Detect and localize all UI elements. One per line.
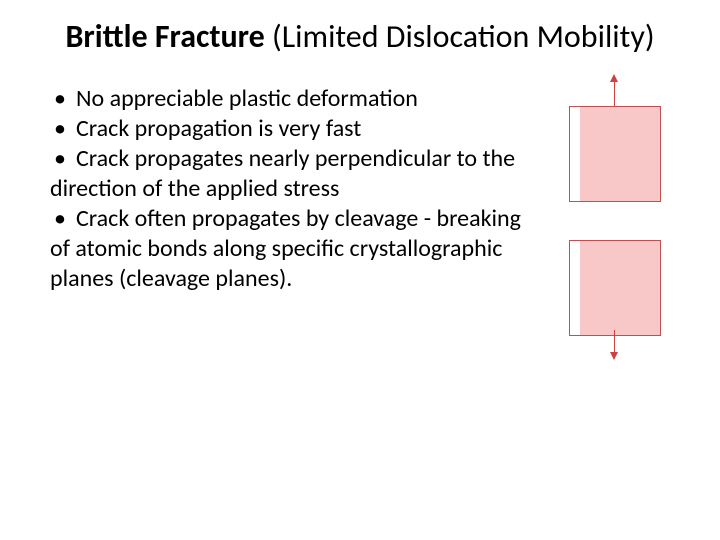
bullet-item: • Crack often propagates by cleavage - b… [50,204,550,234]
bullet-item: • Crack propagation is very fast [50,114,550,144]
specimen-fill [580,241,660,335]
bullet-item: • No appreciable plastic deformation [50,84,550,114]
fracture-diagram-top [560,92,670,210]
stress-arrow-down-icon [610,352,618,360]
bullet-mark: • [50,84,76,114]
title-rest: (Limited Dislocation Mobility) [265,17,655,56]
specimen-block [569,106,661,202]
content-row: • No appreciable plastic deformation • C… [50,84,670,358]
bullet-text: No appreciable plastic deformation [76,84,550,114]
bullet-text: Crack propagates nearly perpendicular to… [76,144,550,174]
bullet-item: • Crack propagates nearly perpendicular … [50,144,550,174]
diagram-column [560,84,670,358]
specimen-fill [580,107,660,201]
specimen-block [569,240,661,336]
bullet-mark: • [50,204,76,234]
slide-title: Brittle Fracture (Limited Dislocation Mo… [50,18,670,56]
slide: Brittle Fracture (Limited Dislocation Mo… [0,0,720,540]
stress-arrow-line [614,82,615,106]
bullet-list: • No appreciable plastic deformation • C… [50,84,560,294]
bullet-continuation: of atomic bonds along specific crystallo… [50,234,550,294]
title-bold: Brittle Fracture [65,17,264,56]
bullet-text: Crack often propagates by cleavage - bre… [76,204,550,234]
bullet-text: Crack propagation is very fast [76,114,550,144]
stress-arrow-up-icon [610,74,618,82]
stress-arrow-line [614,330,615,354]
bullet-mark: • [50,144,76,174]
bullet-mark: • [50,114,76,144]
bullet-continuation: direction of the applied stress [50,174,550,204]
fracture-diagram-bottom [560,240,670,358]
